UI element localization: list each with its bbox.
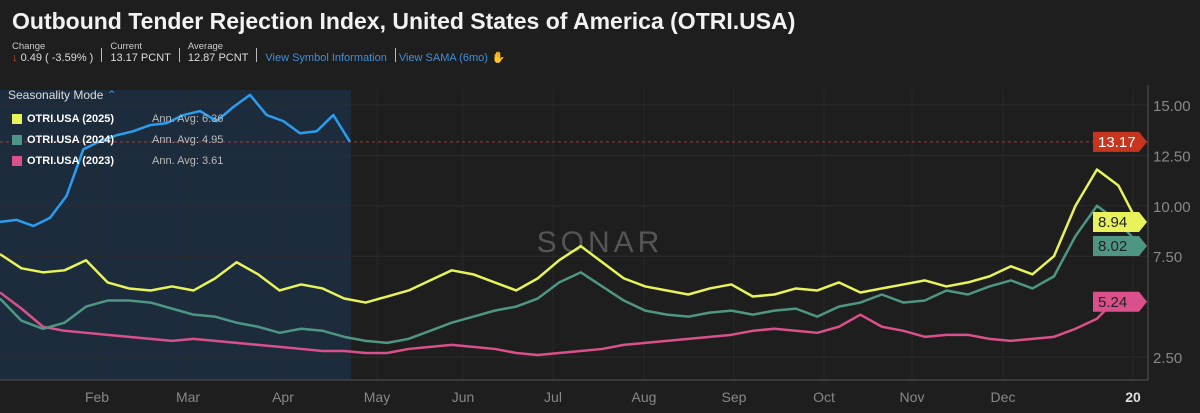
x-tick-label: 20 [1125, 389, 1141, 405]
y-tick-label: 2.50 [1153, 350, 1182, 367]
legend-item-2025[interactable]: OTRI.USA (2025) Ann. Avg: 6.36 [12, 108, 223, 129]
average-label: Average [187, 41, 224, 52]
x-tick-label: Nov [900, 389, 925, 405]
current-label: Current [110, 41, 143, 52]
series-line-otri-usa-2023- [0, 291, 1141, 357]
seasonality-mode-label: Seasonality Mode [8, 88, 104, 102]
view-sama-link[interactable]: View SAMA (6mo) [398, 52, 488, 64]
average-value: 12.87 PCNT [187, 52, 249, 64]
legend-name: OTRI.USA (2024) [27, 133, 115, 146]
x-tick-label: Apr [272, 389, 294, 405]
legend-avg: Ann. Avg: 3.61 [152, 154, 224, 167]
legend-name: OTRI.USA (2023) [27, 154, 115, 167]
x-tick-label: May [364, 389, 390, 405]
header: Outbound Tender Rejection Index, United … [12, 8, 795, 64]
x-tick-label: Sep [722, 389, 747, 405]
x-tick-label: Mar [176, 389, 200, 405]
change-value: 0.49 ( -3.59% ) [20, 52, 94, 64]
legend-avg: Ann. Avg: 6.36 [152, 112, 224, 125]
legend-avg: Ann. Avg: 4.95 [152, 133, 224, 146]
legend: Seasonality Mode ⌃ OTRI.USA (2025) Ann. A… [8, 88, 223, 171]
current-period-shade [0, 90, 351, 380]
series-line-otri-usa-2024- [0, 204, 1141, 345]
current-value: 13.17 PCNT [110, 52, 171, 64]
last-value-label: 8.02 [1098, 238, 1127, 255]
change-label: Change [12, 41, 46, 52]
legend-item-2024[interactable]: OTRI.USA (2024) Ann. Avg: 4.95 [12, 129, 223, 150]
x-tick-label: Feb [85, 389, 109, 405]
chevron-up-icon: ⌃ [106, 88, 117, 102]
x-tick-label: Aug [632, 389, 657, 405]
y-tick-label: 7.50 [1153, 249, 1182, 266]
last-value-tag [1093, 212, 1147, 232]
y-tick-label: 10.00 [1153, 199, 1191, 216]
x-tick-label: Jul [544, 389, 562, 405]
last-value-tag [1093, 236, 1147, 256]
page-title: Outbound Tender Rejection Index, United … [12, 8, 796, 34]
last-value-tag [1093, 131, 1147, 152]
arrow-down-icon: ↓ [12, 52, 18, 64]
last-value-label: 13.17 [1098, 134, 1136, 151]
last-value-label: 5.24 [1098, 294, 1127, 311]
series-line-current [0, 93, 352, 228]
last-value-tag [1093, 291, 1147, 312]
x-tick-label: Oct [813, 389, 835, 405]
y-tick-label: 15.00 [1153, 98, 1191, 115]
seasonality-mode-toggle[interactable]: Seasonality Mode ⌃ [8, 88, 223, 102]
series-line-otri-usa-2025- [0, 168, 1142, 304]
legend-item-2023[interactable]: OTRI.USA (2023) Ann. Avg: 3.61 [12, 150, 223, 171]
view-symbol-info-link[interactable]: View Symbol Information [265, 52, 387, 64]
sama-icon: ✋ [491, 52, 506, 64]
x-tick-label: Dec [991, 389, 1016, 405]
legend-name: OTRI.USA (2025) [27, 112, 115, 125]
watermark: SONAR [537, 226, 664, 259]
y-tick-label: 12.50 [1153, 148, 1191, 165]
x-tick-label: Jun [452, 389, 475, 405]
last-value-label: 8.94 [1098, 214, 1127, 231]
